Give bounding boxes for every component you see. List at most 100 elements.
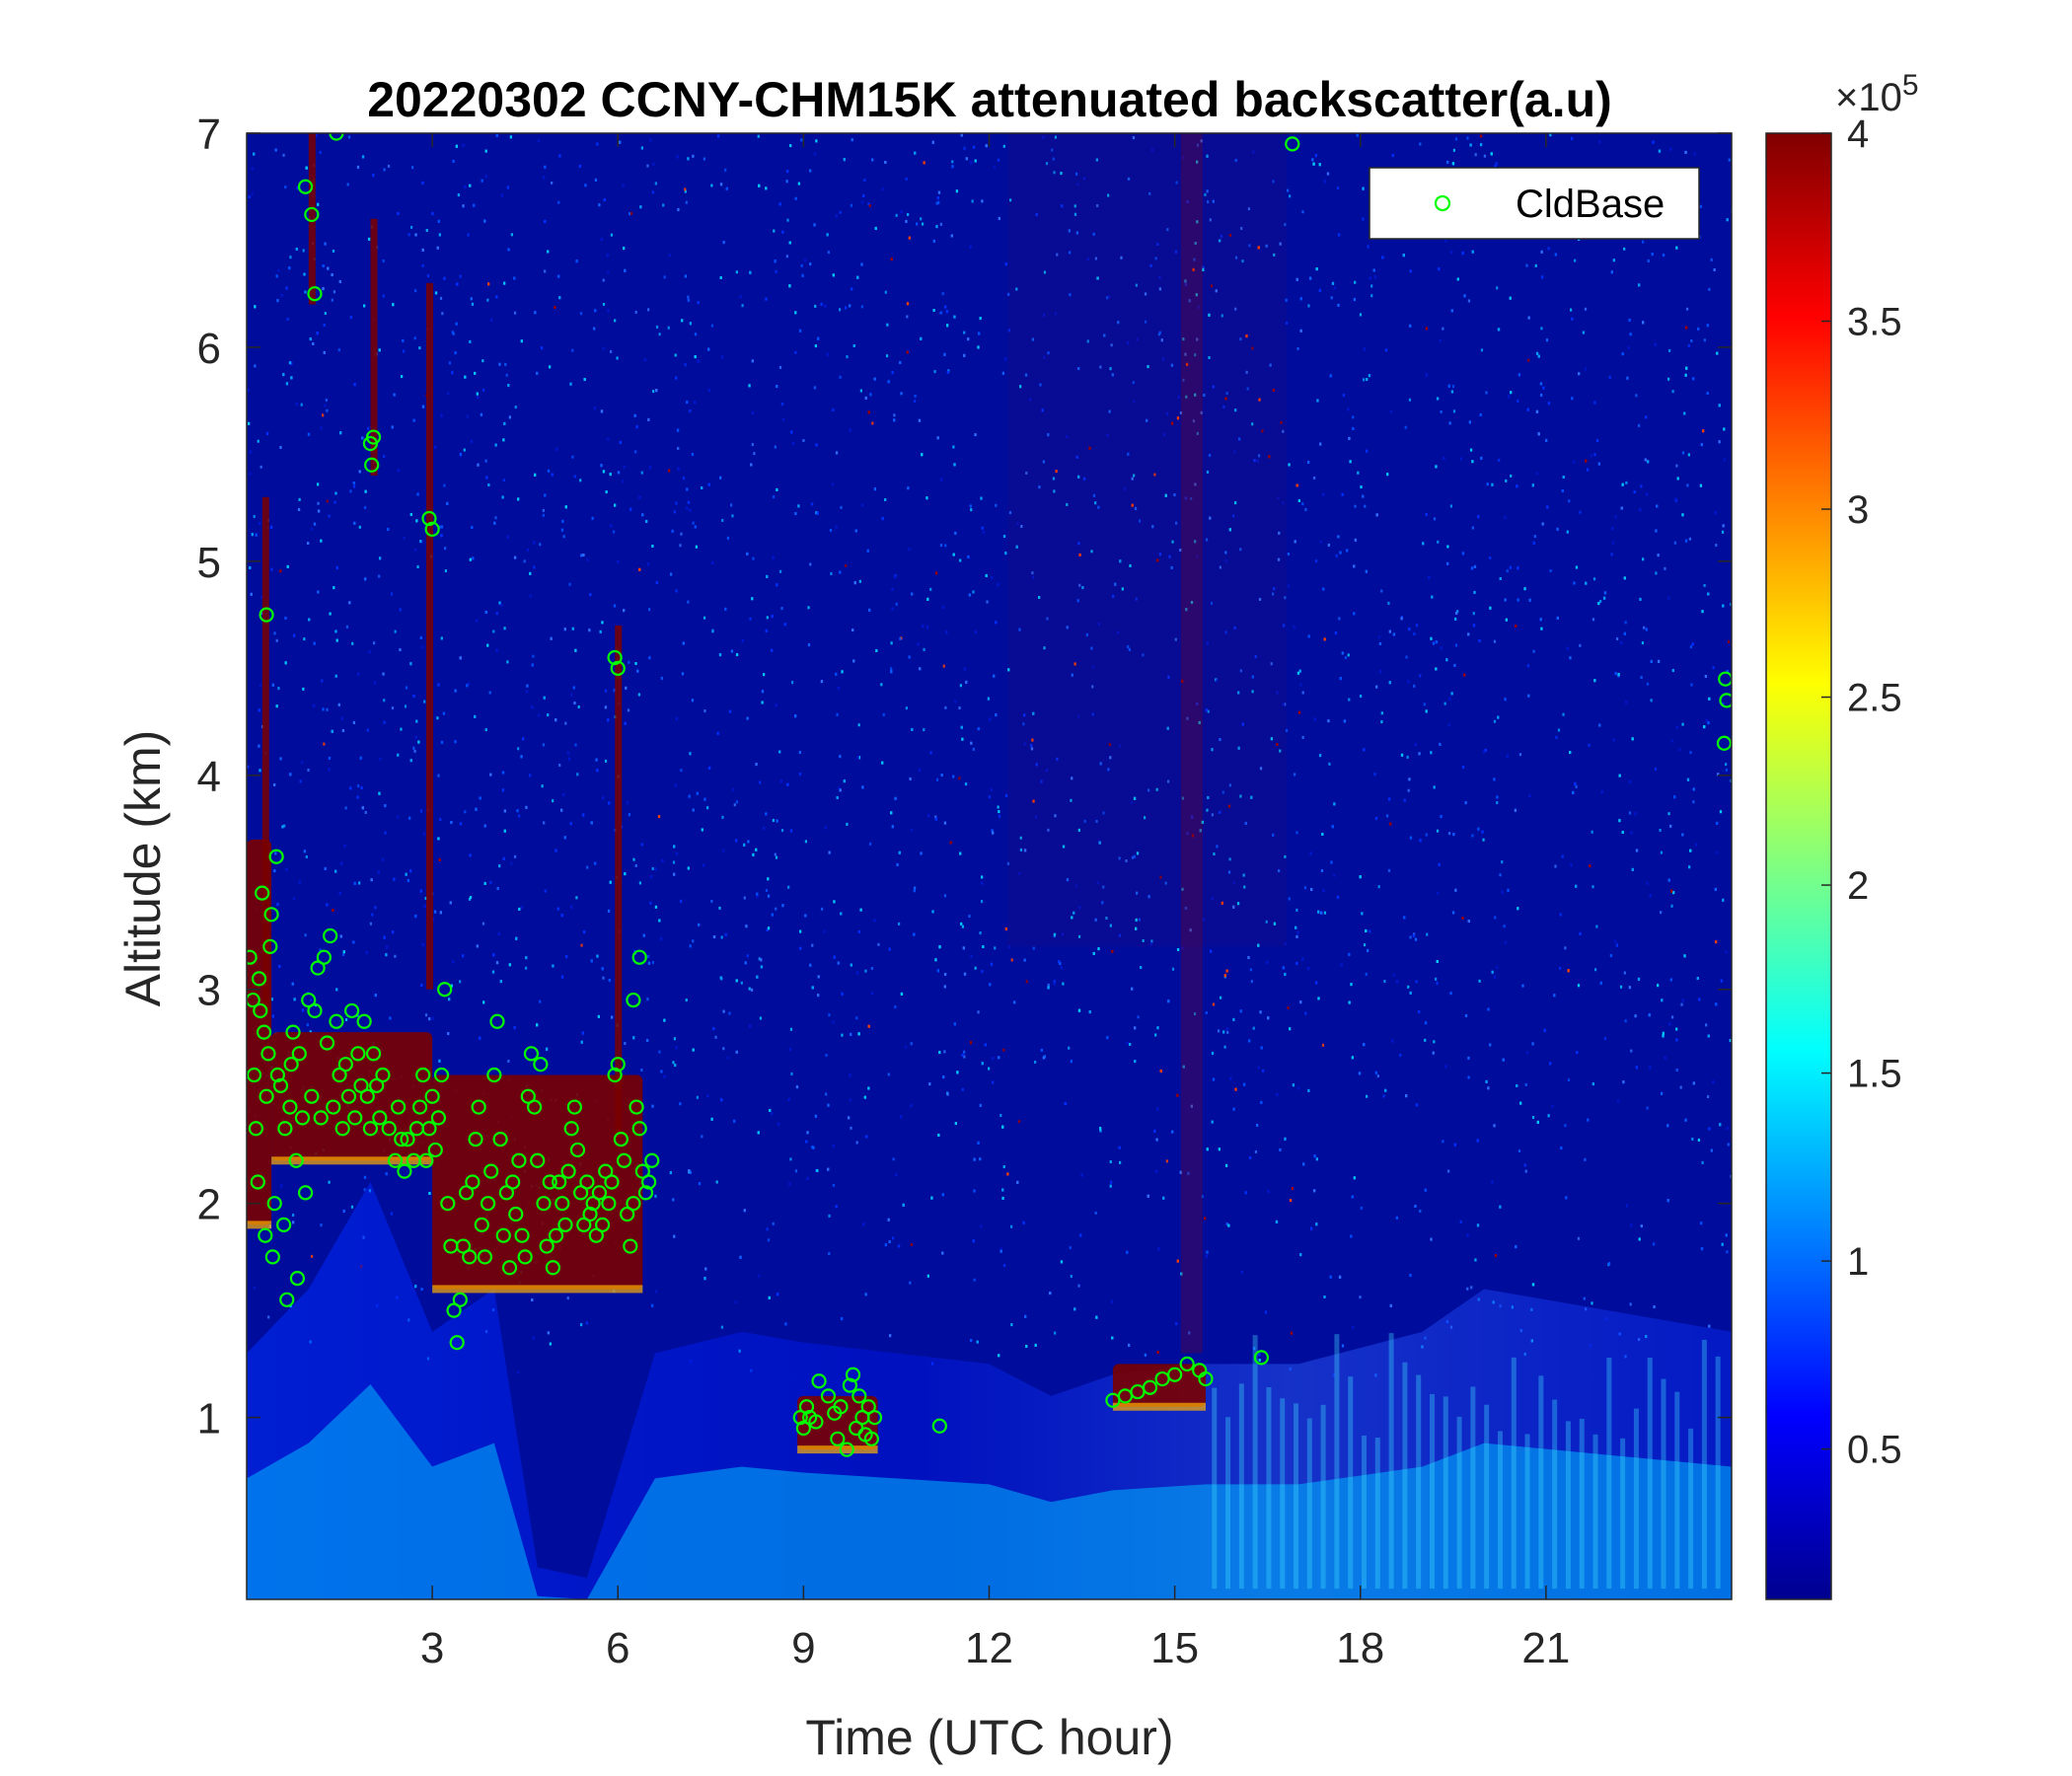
cldbase-point bbox=[294, 1110, 311, 1126]
y-axis: 1 2 3 4 5 6 7 bbox=[197, 111, 1732, 1443]
cldbase-point bbox=[256, 1024, 272, 1040]
cldbase-point bbox=[860, 1399, 876, 1415]
cldbase-point bbox=[641, 1174, 657, 1190]
cldbase-point bbox=[251, 971, 267, 987]
x-tick-label: 18 bbox=[1336, 1624, 1384, 1672]
cldbase-point bbox=[449, 1335, 465, 1351]
cldbase-point bbox=[269, 1067, 285, 1083]
cldbase-point bbox=[792, 1410, 808, 1426]
cldbase-point bbox=[582, 1206, 598, 1222]
cldbase-point bbox=[307, 1002, 323, 1019]
cldbase-point bbox=[259, 1088, 274, 1104]
cldbase-point bbox=[375, 1067, 391, 1083]
cldbase-point bbox=[268, 849, 284, 864]
cldbase-point bbox=[381, 1121, 397, 1137]
cldbase-point bbox=[579, 1174, 595, 1190]
cldbase-point bbox=[548, 1227, 564, 1243]
cldbase-point bbox=[259, 607, 274, 623]
cldbase-point bbox=[415, 1067, 431, 1083]
cldbase-point bbox=[1719, 693, 1732, 708]
cldbase-point bbox=[863, 1431, 879, 1446]
noise-haze-band bbox=[1007, 133, 1287, 947]
cldbase-point bbox=[283, 1057, 299, 1073]
colorbar-tick-label: 4 bbox=[1847, 112, 1869, 156]
cldbase-point bbox=[304, 206, 320, 223]
cldbase-point bbox=[297, 179, 314, 194]
cldbase-point bbox=[620, 1206, 635, 1222]
cldbase-point bbox=[557, 1217, 573, 1232]
cldbase-point bbox=[258, 1227, 273, 1243]
y-tick-label: 3 bbox=[197, 967, 221, 1015]
cldbase-point bbox=[282, 1099, 298, 1115]
cldbase-point bbox=[533, 1057, 549, 1073]
cldbase-point bbox=[291, 1046, 307, 1062]
colorbar-tick-label: 1.5 bbox=[1847, 1053, 1902, 1096]
heatmap-layers bbox=[247, 133, 1732, 1599]
cldbase-point bbox=[483, 1163, 499, 1179]
cldbase-point bbox=[248, 1121, 264, 1137]
y-tick-label: 6 bbox=[197, 325, 221, 373]
cldbase-point bbox=[421, 1121, 437, 1137]
cldbase-point bbox=[637, 1185, 654, 1201]
cldbase-point bbox=[644, 1152, 660, 1168]
cldbase-point bbox=[542, 1174, 557, 1190]
boundary-layer-striations bbox=[1212, 1333, 1721, 1590]
cldbase-point bbox=[607, 1067, 623, 1083]
cldbase-point bbox=[468, 1131, 483, 1147]
cldbase-point bbox=[288, 1152, 304, 1168]
cldbase-point bbox=[631, 949, 647, 965]
cldbase-point bbox=[495, 1227, 511, 1243]
colorbar: 0.5 1 1.5 2 2.5 3 3.5 4 ×105 bbox=[1765, 69, 1919, 1600]
cldbase-point bbox=[353, 1077, 369, 1093]
cldbase-point bbox=[795, 1420, 811, 1437]
cloud-layer-edge bbox=[271, 1156, 433, 1165]
x-tick-label: 12 bbox=[965, 1624, 1013, 1672]
cldbase-point bbox=[610, 1057, 626, 1073]
cldbase-point bbox=[623, 1238, 638, 1254]
cldbase-point bbox=[347, 1110, 363, 1126]
x-axis-label: Time (UTC hour) bbox=[805, 1710, 1173, 1765]
cldbase-point bbox=[277, 1121, 293, 1137]
cloud-streak bbox=[370, 218, 378, 477]
cldbase-point bbox=[573, 1185, 589, 1201]
colorbar-exponent-power: 5 bbox=[1902, 69, 1919, 102]
colorbar-ticks: 0.5 1 1.5 2 2.5 3 3.5 4 bbox=[1821, 112, 1902, 1472]
cldbase-point bbox=[297, 1185, 314, 1201]
colorbar-tick-label: 3 bbox=[1847, 488, 1869, 532]
cldbase-point bbox=[264, 1249, 280, 1265]
x-tick-label: 21 bbox=[1521, 1624, 1570, 1672]
cldbase-point bbox=[272, 1077, 289, 1093]
cldbase-point bbox=[424, 521, 440, 537]
cldbase-point bbox=[247, 992, 260, 1008]
x-tick-label: 6 bbox=[606, 1624, 629, 1672]
cloud-streak bbox=[615, 625, 623, 1140]
cldbase-point bbox=[508, 1206, 524, 1222]
colorbar-tick-label: 1 bbox=[1847, 1240, 1869, 1284]
cldbase-point bbox=[798, 1399, 815, 1415]
cldbase-point bbox=[285, 1024, 301, 1040]
cldbase-point bbox=[250, 1174, 265, 1190]
colorbar-exponent: ×105 bbox=[1835, 69, 1919, 119]
legend-box bbox=[1369, 167, 1700, 240]
cldbase-point bbox=[326, 1099, 341, 1115]
cloud-layer bbox=[271, 1032, 433, 1161]
cldbase-point bbox=[511, 1152, 527, 1168]
cldbase-point bbox=[459, 1185, 475, 1201]
cldbase-point bbox=[301, 992, 317, 1008]
cldbase-point bbox=[455, 1238, 472, 1254]
y-tick-label: 2 bbox=[197, 1181, 221, 1229]
cldbase-point bbox=[820, 1388, 837, 1404]
cldbase-point bbox=[247, 949, 258, 965]
cldbase-point bbox=[411, 1099, 428, 1115]
cldbase-point bbox=[372, 1110, 388, 1126]
cldbase-point bbox=[845, 1367, 861, 1382]
cldbase-point bbox=[329, 1013, 344, 1029]
cldbase-point bbox=[563, 1121, 579, 1137]
cldbase-point bbox=[569, 1142, 586, 1158]
cldbase-point bbox=[1285, 136, 1300, 152]
cldbase-point bbox=[839, 1442, 854, 1457]
cldbase-point bbox=[830, 1431, 846, 1446]
cldbase-point bbox=[369, 1077, 385, 1093]
cldbase-point bbox=[424, 1088, 440, 1104]
colorbar-tick-label: 2.5 bbox=[1847, 677, 1902, 720]
